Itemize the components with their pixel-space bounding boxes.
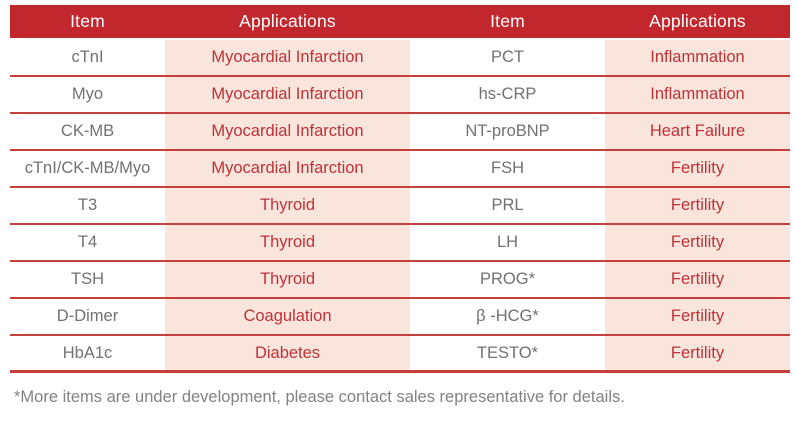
application-cell: Fertility (605, 225, 790, 260)
application-cell: Myocardial Infarction (165, 77, 410, 112)
table-row: TSH Thyroid PROG* Fertility (10, 262, 790, 299)
item-cell: hs-CRP (410, 77, 605, 112)
item-cell: cTnI (10, 40, 165, 75)
item-cell: PRL (410, 188, 605, 223)
table-row: cTnI Myocardial Infarction PCT Inflammation (10, 40, 790, 77)
item-cell: NT-proBNP (410, 114, 605, 149)
application-cell: Heart Failure (605, 114, 790, 149)
table-row: Myo Myocardial Infarction hs-CRP Inflammati… (10, 77, 790, 114)
application-cell: Inflammation (605, 40, 790, 75)
application-cell: Diabetes (165, 336, 410, 370)
item-cell: T4 (10, 225, 165, 260)
application-cell: Thyroid (165, 225, 410, 260)
item-cell: HbA1c (10, 336, 165, 370)
item-cell: FSH (410, 151, 605, 186)
table-header-row: Item Applications Item Applications (10, 5, 790, 38)
column-header: Applications (239, 11, 336, 31)
column-header: Item (490, 11, 525, 31)
item-cell: CK-MB (10, 114, 165, 149)
table-row: T4 Thyroid LH Fertility (10, 225, 790, 262)
application-cell: Myocardial Infarction (165, 151, 410, 186)
item-cell: D-Dimer (10, 299, 165, 334)
item-cell: β -HCG* (410, 299, 605, 334)
item-cell: LH (410, 225, 605, 260)
application-cell: Fertility (605, 336, 790, 370)
item-cell: TSH (10, 262, 165, 297)
item-cell: PROG* (410, 262, 605, 297)
item-cell: PCT (410, 40, 605, 75)
table-row: HbA1c Diabetes TESTO* Fertility (10, 336, 790, 373)
table-row: CK-MB Myocardial Infarction NT-proBNP Heart… (10, 114, 790, 151)
application-cell: Thyroid (165, 262, 410, 297)
application-cell: Inflammation (605, 77, 790, 112)
item-cell: TESTO* (410, 336, 605, 370)
item-cell: T3 (10, 188, 165, 223)
table-body: cTnI Myocardial Infarction PCT Inflammation… (10, 40, 790, 373)
item-cell: Myo (10, 77, 165, 112)
column-header: Item (70, 11, 105, 31)
application-cell: Coagulation (165, 299, 410, 334)
application-cell: Fertility (605, 299, 790, 334)
table-row: D-Dimer Coagulation β -HCG* Fertility (10, 299, 790, 336)
footnote: *More items are under development, pleas… (14, 388, 625, 406)
application-cell: Myocardial Infarction (165, 114, 410, 149)
column-header: Applications (649, 11, 746, 31)
application-cell: Thyroid (165, 188, 410, 223)
table-row: T3 Thyroid PRL Fertility (10, 188, 790, 225)
application-cell: Myocardial Infarction (165, 40, 410, 75)
item-cell: cTnI/CK-MB/Myo (10, 151, 165, 186)
application-cell: Fertility (605, 151, 790, 186)
table-row: cTnI/CK-MB/Myo Myocardial Infarction FSH Fe… (10, 151, 790, 188)
application-cell: Fertility (605, 188, 790, 223)
application-cell: Fertility (605, 262, 790, 297)
assay-table: Item Applications Item Applications cTnI Myo… (10, 5, 790, 373)
